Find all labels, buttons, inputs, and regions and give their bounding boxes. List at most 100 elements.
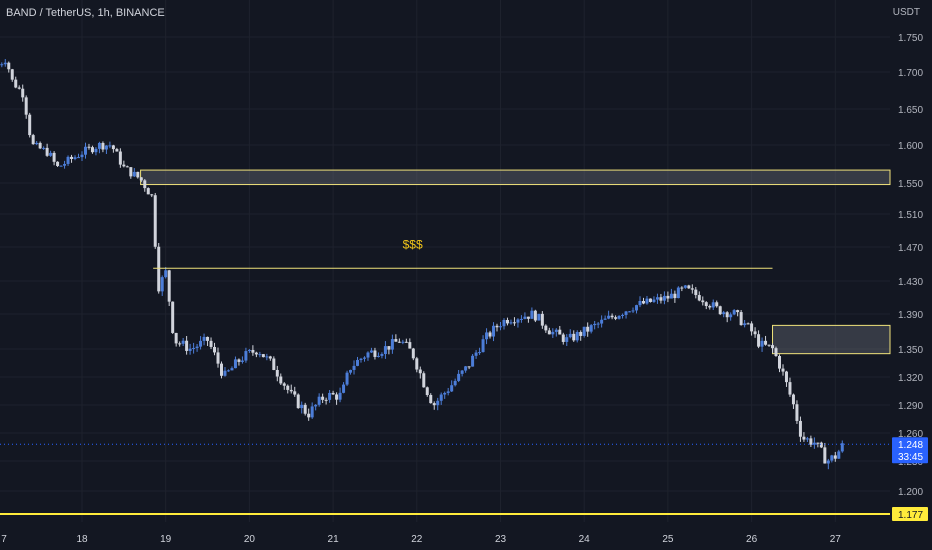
current-price-tag [892, 437, 928, 464]
candle-body [380, 354, 384, 356]
candle-body [617, 315, 621, 319]
candle-body [206, 336, 210, 341]
candle-body [300, 404, 304, 409]
candle-body [673, 293, 677, 299]
candle-body [523, 316, 527, 319]
candle-body [24, 97, 28, 115]
candle-body [303, 404, 307, 414]
candle-body [809, 438, 813, 445]
candle-body [38, 142, 42, 149]
candle-body [812, 442, 816, 445]
candle-body [209, 340, 213, 347]
candle-body [624, 311, 628, 315]
candle-body [516, 319, 520, 323]
y-tick-label: 1.320 [898, 373, 923, 384]
candle-body [718, 306, 722, 315]
candle-body [600, 319, 604, 324]
candle-body [321, 396, 325, 400]
liquidity-label: $$$ [403, 237, 423, 251]
candle-body [446, 391, 450, 393]
candle-body [143, 180, 147, 189]
candle-body [572, 333, 576, 341]
candle-body [436, 400, 440, 406]
lines: $$$ [0, 237, 890, 515]
candle-body [694, 289, 698, 296]
candle-body [526, 316, 530, 319]
candle-body [495, 325, 499, 328]
candle-body [226, 370, 230, 372]
candle-body [519, 318, 523, 320]
candle-body [3, 62, 7, 65]
candle-body [739, 312, 743, 326]
candle-body [575, 332, 579, 341]
candle-body [404, 341, 408, 343]
y-tick-label: 1.600 [898, 141, 923, 152]
candle-body [192, 347, 196, 349]
candle-body [558, 329, 562, 335]
x-tick-label: 25 [662, 534, 674, 545]
candle-body [687, 285, 691, 289]
candle-body [188, 348, 192, 351]
x-tick-label: 22 [411, 534, 423, 545]
candle-body [90, 147, 94, 153]
candle-body [387, 346, 391, 350]
candle-body [0, 64, 4, 66]
candle-body [610, 315, 614, 318]
candle-body [59, 165, 63, 167]
x-tick-label: 18 [76, 534, 88, 545]
candle-body [265, 356, 269, 358]
candle-body [94, 148, 98, 153]
candle-body [282, 383, 286, 386]
candle-body [362, 357, 366, 359]
candle-body [324, 399, 328, 401]
current-price-label: 1.248 [898, 440, 923, 451]
y-tick-label: 1.650 [898, 105, 923, 116]
candle-body [607, 315, 611, 319]
candle-body [750, 323, 754, 332]
candle-body [425, 387, 429, 395]
candle-body [805, 438, 809, 440]
candles [0, 59, 844, 470]
candle-body [366, 352, 370, 358]
candle-body [244, 351, 248, 361]
candle-body [153, 195, 157, 247]
candle-body [771, 345, 775, 349]
candle-body [167, 270, 171, 302]
candle-body [708, 306, 712, 308]
candle-body [415, 358, 419, 370]
candle-body [35, 142, 39, 145]
candle-body [551, 331, 555, 335]
candle-body [185, 340, 189, 351]
candle-body [338, 392, 342, 400]
x-tick-label: 26 [746, 534, 758, 545]
candle-body [533, 310, 537, 321]
candle-body [443, 392, 447, 395]
candle-body [139, 177, 143, 181]
axis-unit: USDT [892, 7, 920, 18]
candle-body [181, 340, 185, 344]
candle-body [31, 135, 35, 145]
candle-body [87, 146, 91, 148]
candle-body [108, 145, 112, 147]
candle-body [478, 352, 482, 354]
candle-body [373, 350, 377, 357]
candle-body [97, 142, 101, 149]
candle-body [743, 323, 747, 326]
candle-body [14, 79, 18, 88]
candle-body [328, 392, 332, 400]
candle-body [701, 300, 705, 303]
candle-body [383, 346, 387, 355]
candle-body [802, 436, 806, 440]
candle-body [171, 301, 175, 333]
candle-body [268, 356, 272, 359]
x-tick-label: 19 [160, 534, 172, 545]
candle-body [279, 376, 283, 384]
candle-body [439, 394, 443, 401]
candle-body [418, 369, 422, 374]
candle-body [638, 301, 642, 306]
candle-body [275, 369, 279, 377]
candle-body [767, 344, 771, 346]
candle-body [73, 157, 77, 159]
support-price-label: 1.177 [898, 510, 923, 521]
